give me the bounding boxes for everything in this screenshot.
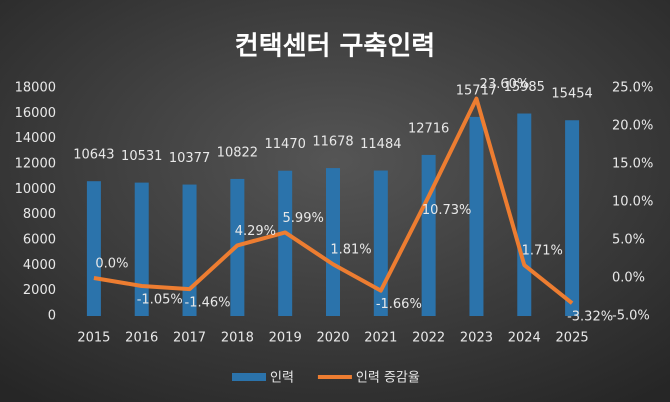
line-value-label: 1.71%	[522, 244, 563, 259]
y-tick-label: 14000	[15, 131, 56, 146]
y2-tick-label: 25.0%	[612, 81, 653, 96]
bar	[517, 113, 532, 316]
x-tick-label: 2022	[412, 331, 445, 346]
y-tick-label: 16000	[15, 106, 56, 121]
bar	[469, 116, 484, 316]
bar	[134, 182, 149, 316]
x-tick-label: 2024	[508, 331, 541, 346]
bar-value-label: 12716	[408, 121, 449, 136]
x-tick-label: 2021	[364, 331, 397, 346]
line-value-label: 1.81%	[330, 243, 371, 258]
x-tick-label: 2023	[460, 331, 493, 346]
bar-value-label: 15717	[456, 83, 497, 98]
y2-tick-label: 15.0%	[612, 157, 653, 172]
line-value-label: 4.29%	[235, 224, 276, 239]
y2-tick-label: 10.0%	[612, 195, 653, 210]
legend-label: 인력 증감율	[356, 371, 420, 386]
line-value-label: 0.0%	[95, 257, 128, 272]
line-value-label: -1.66%	[376, 297, 422, 312]
bar-value-label: 11678	[312, 135, 353, 150]
bar-value-label: 11484	[360, 137, 401, 152]
y-tick-label: 0	[48, 309, 56, 324]
x-tick-label: 2017	[173, 331, 206, 346]
x-tick-label: 2025	[556, 331, 589, 346]
chart-title: 컨택센터 구축인력	[235, 32, 435, 62]
y-tick-label: 8000	[23, 207, 56, 222]
y-tick-label: 4000	[23, 258, 56, 273]
x-tick-label: 2020	[316, 331, 349, 346]
line-value-label: -1.46%	[185, 296, 231, 311]
x-tick-label: 2018	[221, 331, 254, 346]
line	[93, 96, 574, 305]
bar	[565, 120, 580, 317]
bar	[182, 184, 197, 316]
y-tick-label: 18000	[15, 81, 56, 96]
x-tick-label: 2019	[269, 331, 302, 346]
bar-value-label: 15454	[551, 87, 592, 102]
legend-label: 인력	[270, 371, 294, 386]
line-value-label: 23.60%	[480, 77, 530, 92]
y2-tick-label: 0.0%	[612, 271, 645, 286]
y-tick-label: 6000	[23, 233, 56, 248]
x-tick-label: 2016	[125, 331, 158, 346]
y2-tick-label: -5.0%	[612, 309, 650, 324]
bar	[86, 181, 101, 316]
bar	[421, 154, 436, 316]
y2-tick-label: 20.0%	[612, 119, 653, 134]
line-value-label: 10.73%	[422, 203, 472, 218]
bar	[326, 168, 340, 316]
bar-value-label: 11470	[265, 137, 306, 152]
y-tick-label: 10000	[15, 182, 56, 197]
y-tick-label: 2000	[23, 283, 56, 298]
y-tick-label: 12000	[15, 157, 56, 172]
bar	[278, 170, 293, 316]
x-tick-label: 2015	[77, 331, 110, 346]
bar-value-label: 10377	[169, 151, 210, 166]
bar	[373, 170, 388, 316]
line-value-label: -3.32%	[567, 310, 613, 325]
line-value-label: -1.05%	[137, 292, 183, 307]
y2-tick-label: 5.0%	[612, 233, 645, 248]
bar-value-label: 10643	[73, 148, 114, 163]
bar-value-label: 15985	[504, 80, 545, 95]
legend-swatch	[232, 373, 266, 381]
bar-value-label: 10822	[217, 145, 258, 160]
bar-value-label: 10531	[121, 149, 162, 164]
line-value-label: 5.99%	[283, 211, 324, 226]
